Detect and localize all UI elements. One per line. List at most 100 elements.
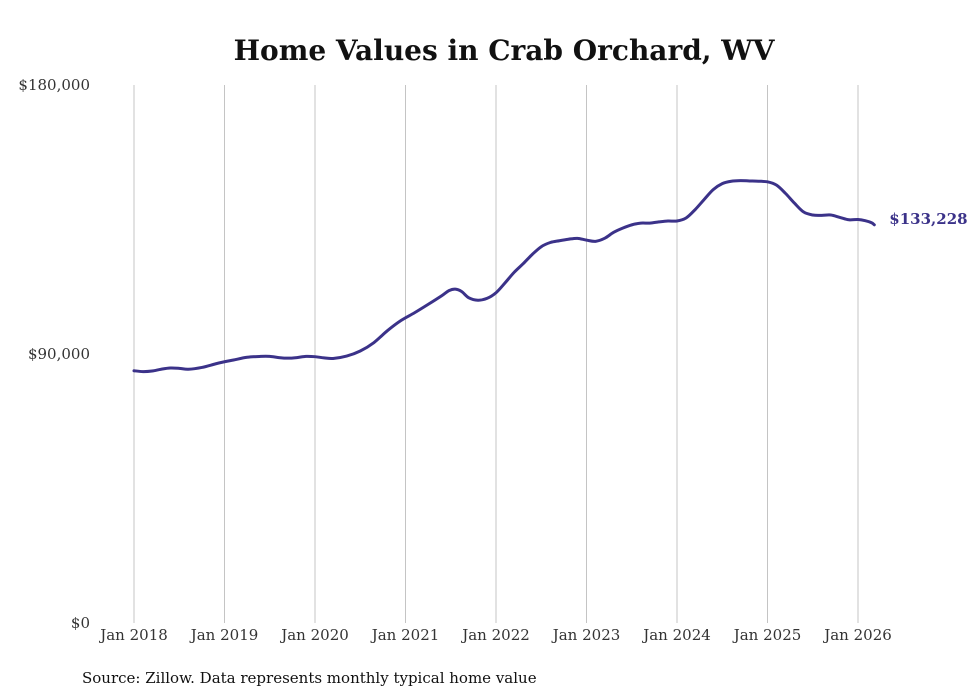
data-point-0-3 bbox=[160, 368, 163, 371]
data-point-0-71 bbox=[820, 214, 823, 217]
data-point-0-22 bbox=[359, 350, 362, 353]
x-tick-label-3: Jan 2021 bbox=[370, 626, 440, 644]
data-point-0-18 bbox=[314, 355, 317, 358]
x-axis-tick-labels: Jan 2018 Jan 2019 Jan 2020 Jan 2021 Jan 2022… bbox=[98, 626, 892, 644]
data-point-0-35 bbox=[495, 291, 498, 294]
data-point-0-73 bbox=[838, 216, 841, 219]
data-point-0-54 bbox=[666, 219, 669, 222]
data-point-0-47 bbox=[603, 237, 606, 240]
data-point-0-7 bbox=[200, 366, 203, 369]
data-point-0-75 bbox=[857, 218, 860, 221]
data-point-0-23 bbox=[372, 341, 375, 344]
data-point-0-30 bbox=[454, 288, 457, 291]
series-line-0 bbox=[132, 179, 876, 374]
data-point-0-69 bbox=[802, 211, 805, 214]
data-point-0-72 bbox=[829, 214, 832, 217]
data-point-0-78 bbox=[873, 223, 876, 226]
data-point-0-68 bbox=[793, 202, 796, 205]
data-point-0-8 bbox=[214, 362, 217, 365]
data-point-0-55 bbox=[676, 219, 679, 222]
data-point-0-60 bbox=[721, 182, 724, 185]
data-point-0-43 bbox=[567, 238, 570, 241]
data-point-0-2 bbox=[151, 370, 154, 373]
data-point-0-34 bbox=[485, 297, 488, 300]
data-point-0-11 bbox=[246, 356, 249, 359]
series-layer: $133,228 bbox=[132, 179, 968, 374]
data-point-0-41 bbox=[549, 241, 552, 244]
data-point-0-61 bbox=[730, 180, 733, 183]
data-point-0-33 bbox=[476, 299, 479, 302]
data-point-0-42 bbox=[558, 239, 561, 242]
x-tick-label-2: Jan 2020 bbox=[279, 626, 349, 644]
data-point-0-13 bbox=[268, 355, 271, 358]
data-point-0-36 bbox=[504, 281, 507, 284]
data-point-0-53 bbox=[657, 220, 660, 223]
data-point-0-40 bbox=[540, 245, 543, 248]
x-tick-label-8: Jan 2026 bbox=[822, 626, 892, 644]
x-tick-label-4: Jan 2022 bbox=[460, 626, 530, 644]
data-point-0-10 bbox=[232, 358, 235, 361]
data-point-0-12 bbox=[259, 355, 262, 358]
data-point-0-21 bbox=[345, 355, 348, 358]
y-tick-label-1: $90,000 bbox=[28, 345, 90, 363]
data-point-0-66 bbox=[775, 184, 778, 187]
data-point-0-77 bbox=[870, 221, 873, 224]
x-tick-label-0: Jan 2018 bbox=[98, 626, 168, 644]
data-point-0-70 bbox=[811, 214, 814, 217]
data-point-0-0 bbox=[133, 369, 136, 372]
y-tick-label-0: $0 bbox=[71, 614, 90, 632]
grid-lines bbox=[133, 85, 859, 623]
data-point-0-25 bbox=[399, 319, 402, 322]
source-note: Source: Zillow. Data represents monthly … bbox=[82, 669, 537, 687]
data-point-0-52 bbox=[648, 222, 651, 225]
x-tick-label-5: Jan 2023 bbox=[551, 626, 621, 644]
data-point-0-15 bbox=[286, 357, 289, 360]
data-point-0-31 bbox=[460, 290, 463, 293]
x-tick-label-6: Jan 2024 bbox=[641, 626, 711, 644]
data-point-0-26 bbox=[413, 311, 416, 314]
data-point-0-62 bbox=[739, 179, 742, 182]
data-point-0-45 bbox=[585, 239, 588, 242]
y-tick-label-2: $180,000 bbox=[18, 76, 90, 94]
data-point-0-49 bbox=[621, 227, 624, 230]
data-point-0-19 bbox=[323, 356, 326, 359]
data-point-0-29 bbox=[447, 289, 450, 292]
data-point-0-46 bbox=[594, 240, 597, 243]
data-point-0-24 bbox=[386, 329, 389, 332]
data-point-0-57 bbox=[694, 208, 697, 211]
data-point-0-63 bbox=[748, 179, 751, 182]
y-axis-tick-labels: $0 $90,000 $180,000 bbox=[18, 76, 90, 632]
data-point-0-44 bbox=[576, 237, 579, 240]
data-point-0-20 bbox=[332, 357, 335, 360]
data-point-0-64 bbox=[757, 180, 760, 183]
data-point-0-6 bbox=[187, 368, 190, 371]
data-point-0-74 bbox=[847, 218, 850, 221]
data-point-0-37 bbox=[513, 271, 516, 274]
data-point-0-59 bbox=[712, 188, 715, 191]
x-tick-label-7: Jan 2025 bbox=[732, 626, 802, 644]
data-point-0-9 bbox=[223, 360, 226, 363]
data-point-0-39 bbox=[531, 253, 534, 256]
data-point-0-28 bbox=[440, 294, 443, 297]
data-point-0-38 bbox=[522, 262, 525, 265]
data-point-0-48 bbox=[612, 231, 615, 234]
data-point-0-14 bbox=[277, 356, 280, 359]
data-point-0-67 bbox=[784, 192, 787, 195]
chart-title: Home Values in Crab Orchard, WV bbox=[234, 34, 776, 67]
data-point-0-51 bbox=[639, 222, 642, 225]
data-point-0-56 bbox=[685, 217, 688, 220]
x-tick-label-1: Jan 2019 bbox=[189, 626, 259, 644]
data-point-0-50 bbox=[630, 223, 633, 226]
data-point-0-5 bbox=[178, 367, 181, 370]
data-point-0-1 bbox=[142, 370, 145, 373]
data-point-0-4 bbox=[169, 367, 172, 370]
data-point-0-17 bbox=[304, 355, 307, 358]
data-point-0-58 bbox=[703, 198, 706, 201]
data-point-0-32 bbox=[467, 296, 470, 299]
data-point-0-65 bbox=[766, 180, 769, 183]
data-point-0-16 bbox=[295, 356, 298, 359]
end-value-label-0: $133,228 bbox=[889, 210, 967, 228]
data-point-0-27 bbox=[427, 303, 430, 306]
data-point-0-76 bbox=[864, 219, 867, 222]
